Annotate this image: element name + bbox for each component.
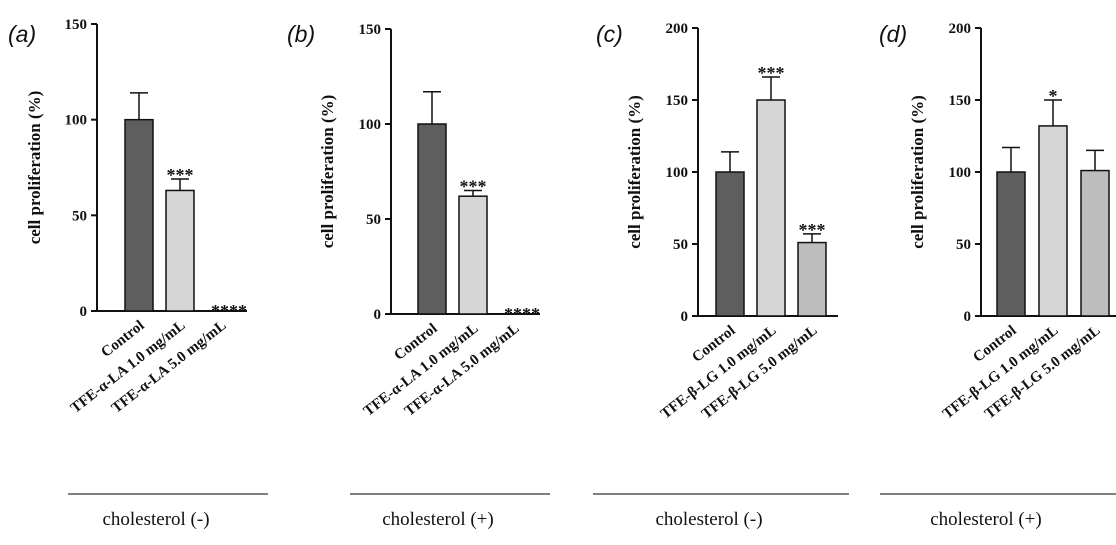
y-tick-label: 200: [666, 21, 689, 37]
y-tick-label: 50: [366, 212, 381, 228]
y-tick-label: 0: [964, 309, 972, 325]
y-tick-label: 150: [666, 93, 689, 109]
bar: [756, 99, 786, 317]
y-tick-label: 50: [956, 237, 971, 253]
bar: [417, 123, 447, 315]
bar: [165, 189, 195, 312]
significance-label: ****: [211, 301, 247, 321]
bar: [458, 195, 488, 315]
group-label: cholesterol (+): [382, 509, 493, 530]
significance-label: ***: [167, 165, 194, 185]
significance-label: *: [1049, 86, 1058, 106]
panel-label: (b): [287, 21, 315, 47]
chart-panel-4: (d)cell proliferation (%)050100150200Con…: [879, 21, 1116, 530]
bar: [1038, 125, 1068, 317]
y-tick-label: 50: [72, 208, 87, 224]
chart-panel-3: (c)cell proliferation (%)050100150200Con…: [593, 21, 849, 530]
y-tick-label: 100: [949, 165, 972, 181]
y-tick-label: 150: [949, 93, 972, 109]
y-tick-label: 50: [673, 237, 688, 253]
y-tick-label: 150: [65, 17, 88, 33]
panel-label: (d): [879, 21, 907, 47]
panel-label: (c): [596, 21, 623, 47]
significance-label: ***: [799, 220, 826, 240]
y-tick-label: 200: [949, 21, 972, 37]
panel-label: (a): [8, 21, 36, 47]
significance-label: ****: [504, 304, 540, 324]
significance-label: ***: [460, 177, 487, 197]
significance-label: ***: [758, 63, 785, 83]
bar: [715, 171, 745, 317]
y-axis-label: cell proliferation (%): [908, 95, 927, 249]
bar: [996, 171, 1026, 317]
y-axis-label: cell proliferation (%): [318, 95, 337, 249]
y-tick-label: 0: [80, 304, 88, 320]
y-tick-label: 0: [374, 307, 382, 323]
group-label: cholesterol (-): [655, 509, 762, 530]
y-tick-label: 100: [359, 117, 382, 133]
y-tick-label: 0: [681, 309, 689, 325]
y-axis-label: cell proliferation (%): [625, 95, 644, 249]
y-tick-label: 100: [666, 165, 689, 181]
chart-panel-1: (a)cell proliferation (%)050100150Contro…: [8, 17, 268, 530]
group-label: cholesterol (+): [930, 509, 1041, 530]
bar: [797, 241, 827, 317]
bar: [1080, 169, 1110, 317]
y-axis-label: cell proliferation (%): [25, 91, 44, 245]
bar: [124, 118, 154, 312]
chart-panel-2: (b)cell proliferation (%)050100150Contro…: [287, 21, 550, 530]
group-label: cholesterol (-): [102, 509, 209, 530]
y-tick-label: 150: [359, 22, 382, 38]
y-tick-label: 100: [65, 113, 88, 129]
